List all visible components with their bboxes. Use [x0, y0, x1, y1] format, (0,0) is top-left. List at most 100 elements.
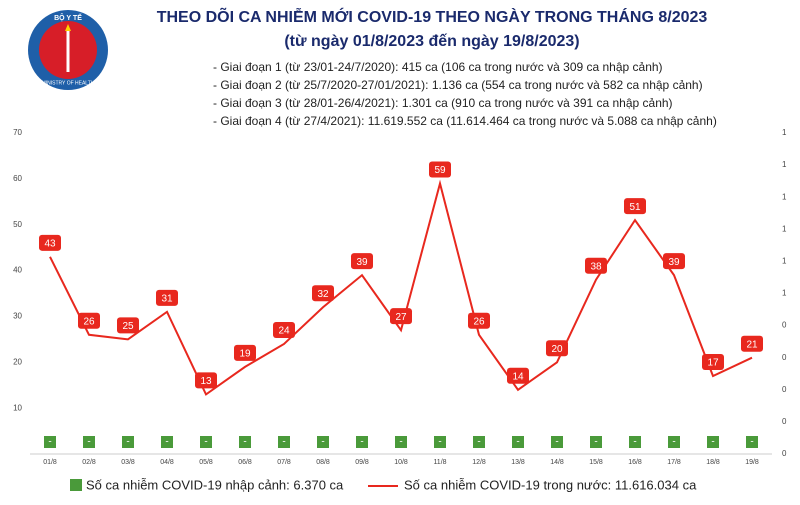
legend-label: Số ca nhiễm COVID-19 nhập cảnh: 6.370 ca	[86, 477, 344, 492]
annotation: - Giai đoạn 3 (từ 28/01-26/4/2021): 1.30…	[213, 96, 673, 110]
value-label: 38	[590, 261, 602, 272]
value-label: -	[594, 437, 597, 448]
value-label: 25	[122, 321, 134, 332]
value-label-box	[624, 198, 646, 215]
bar	[590, 436, 602, 448]
y2-tick-label: 0	[782, 417, 787, 426]
x-tick-label: 11/8	[433, 459, 446, 466]
value-label: -	[477, 437, 480, 448]
bar	[44, 436, 56, 448]
bar	[473, 436, 485, 448]
value-label: -	[87, 437, 90, 448]
value-label: -	[711, 437, 714, 448]
bar	[161, 436, 173, 448]
value-label-box	[234, 344, 256, 361]
bar	[122, 436, 134, 448]
x-tick-label: 07/8	[277, 459, 291, 466]
bar	[551, 436, 563, 448]
y-tick-label: 40	[13, 266, 22, 275]
value-label: -	[204, 437, 207, 448]
value-label: 20	[551, 344, 563, 355]
value-label-box	[312, 285, 334, 302]
chart-title: THEO DÕI CA NHIỄM MỚI COVID-19 THEO NGÀY…	[157, 6, 708, 26]
value-label-box	[702, 354, 724, 371]
value-label: 43	[44, 238, 56, 249]
x-tick-label: 01/8	[43, 459, 57, 466]
bar	[512, 436, 524, 448]
value-label: 27	[395, 312, 407, 323]
value-label: 26	[83, 316, 95, 327]
y-tick-label: 70	[13, 128, 22, 137]
value-label: -	[243, 437, 246, 448]
y2-tick-label: 0	[782, 449, 787, 458]
y2-tick-label: 0	[782, 321, 787, 330]
x-tick-label: 12/8	[472, 459, 486, 466]
x-tick-label: 15/8	[589, 459, 603, 466]
value-label: 31	[161, 293, 173, 304]
value-label: 51	[629, 202, 641, 213]
value-label: -	[672, 437, 675, 448]
value-label: 24	[278, 326, 290, 337]
value-label: -	[633, 437, 636, 448]
y2-tick-label: 1	[782, 192, 787, 201]
x-tick-label: 14/8	[550, 459, 564, 466]
value-label: 21	[746, 339, 758, 350]
y-tick-label: 10	[13, 403, 22, 412]
bar	[317, 436, 329, 448]
x-tick-label: 17/8	[667, 459, 681, 466]
value-label-box	[351, 253, 373, 270]
legend-swatch	[70, 479, 82, 491]
x-tick-label: 09/8	[355, 459, 369, 466]
value-label: -	[555, 437, 558, 448]
value-label: -	[750, 437, 753, 448]
value-label-box	[429, 161, 451, 178]
value-label-box	[507, 367, 529, 384]
value-label-box	[468, 312, 490, 329]
bar	[746, 436, 758, 448]
bar	[83, 436, 95, 448]
value-label: -	[321, 437, 324, 448]
value-label-box	[117, 317, 139, 334]
bar	[395, 436, 407, 448]
annotation: - Giai đoạn 4 (từ 27/4/2021): 11.619.552…	[213, 114, 717, 128]
y-tick-label: 50	[13, 220, 22, 229]
value-label: 14	[512, 371, 524, 382]
bar	[356, 436, 368, 448]
value-label: -	[399, 437, 402, 448]
value-label: -	[126, 437, 129, 448]
x-tick-label: 02/8	[82, 459, 96, 466]
y2-tick-label: 1	[782, 128, 787, 137]
x-tick-label: 10/8	[394, 459, 408, 466]
value-label: 59	[434, 165, 446, 176]
value-label-box	[390, 308, 412, 325]
logo-bottom: MINISTRY OF HEALTH	[42, 80, 95, 86]
bar	[434, 436, 446, 448]
value-label: -	[282, 437, 285, 448]
bar	[278, 436, 290, 448]
value-label-box	[741, 335, 763, 352]
value-label: 13	[200, 376, 212, 387]
x-tick-label: 05/8	[199, 459, 213, 466]
legend-label: Số ca nhiễm COVID-19 trong nước: 11.616.…	[404, 477, 697, 492]
x-tick-label: 16/8	[628, 459, 642, 466]
x-tick-label: 04/8	[160, 459, 174, 466]
y-tick-label: 20	[13, 357, 22, 366]
x-tick-label: 08/8	[316, 459, 330, 466]
value-label-box	[39, 234, 61, 251]
bar	[668, 436, 680, 448]
logo: BỘ Y TẾ MINISTRY OF HEALTH	[28, 10, 108, 90]
y2-tick-label: 1	[782, 160, 787, 169]
value-label-box	[663, 253, 685, 270]
x-tick-label: 03/8	[121, 459, 135, 466]
value-label: 26	[473, 316, 485, 327]
x-tick-label: 13/8	[511, 459, 525, 466]
value-label: -	[516, 437, 519, 448]
x-tick-label: 19/8	[745, 459, 759, 466]
value-label: -	[48, 437, 51, 448]
value-label-box	[156, 289, 178, 306]
bar	[707, 436, 719, 448]
bar	[629, 436, 641, 448]
value-label: 39	[356, 257, 368, 268]
bar	[239, 436, 251, 448]
